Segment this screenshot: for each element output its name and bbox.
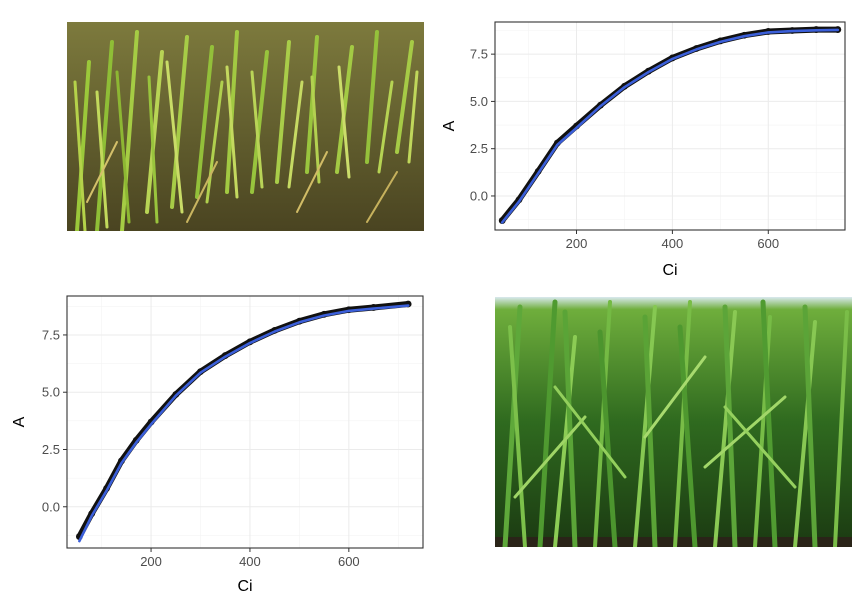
aci-curve-chart-bottom-left: 200 400 600 0.0 2.5 5.0 7.5 Ci A xyxy=(10,292,430,596)
y-tick-label: 0.0 xyxy=(470,188,488,203)
chart-svg: 200 400 600 0.0 2.5 5.0 7.5 Ci A xyxy=(441,21,846,279)
x-tick-label: 600 xyxy=(338,554,360,569)
y-tick-label: 7.5 xyxy=(470,47,488,62)
y-tick-label: 5.0 xyxy=(42,385,60,400)
y-tick-label: 2.5 xyxy=(470,141,488,156)
y-tick-label: 5.0 xyxy=(470,94,488,109)
y-axis-title: A xyxy=(11,416,28,427)
y-tick-label: 0.0 xyxy=(42,499,60,514)
plot-panel-border xyxy=(66,295,424,549)
x-tick-label: 400 xyxy=(239,554,261,569)
plot-panel-border xyxy=(494,21,846,231)
chart-svg: 200 400 600 0.0 2.5 5.0 7.5 Ci A xyxy=(11,295,424,595)
y-tick-label: 2.5 xyxy=(42,442,60,457)
aci-curve-chart-top-right: 200 400 600 0.0 2.5 5.0 7.5 Ci A xyxy=(440,18,850,280)
plot-panel xyxy=(495,22,845,230)
x-tick-label: 200 xyxy=(140,554,162,569)
rice-seedlings-photo xyxy=(67,22,424,231)
x-tick-label: 600 xyxy=(757,236,779,251)
plot-panel xyxy=(67,296,423,548)
x-axis-title: Ci xyxy=(237,578,252,595)
y-tick-label: 7.5 xyxy=(42,327,60,342)
fitted-series-line xyxy=(78,304,410,543)
x-tick-label: 400 xyxy=(662,236,684,251)
y-axis-title: A xyxy=(441,120,458,131)
x-tick-label: 200 xyxy=(566,236,588,251)
fitted-series-line xyxy=(500,28,840,224)
rice-plants-photo xyxy=(495,297,852,547)
x-axis-title: Ci xyxy=(662,262,677,279)
